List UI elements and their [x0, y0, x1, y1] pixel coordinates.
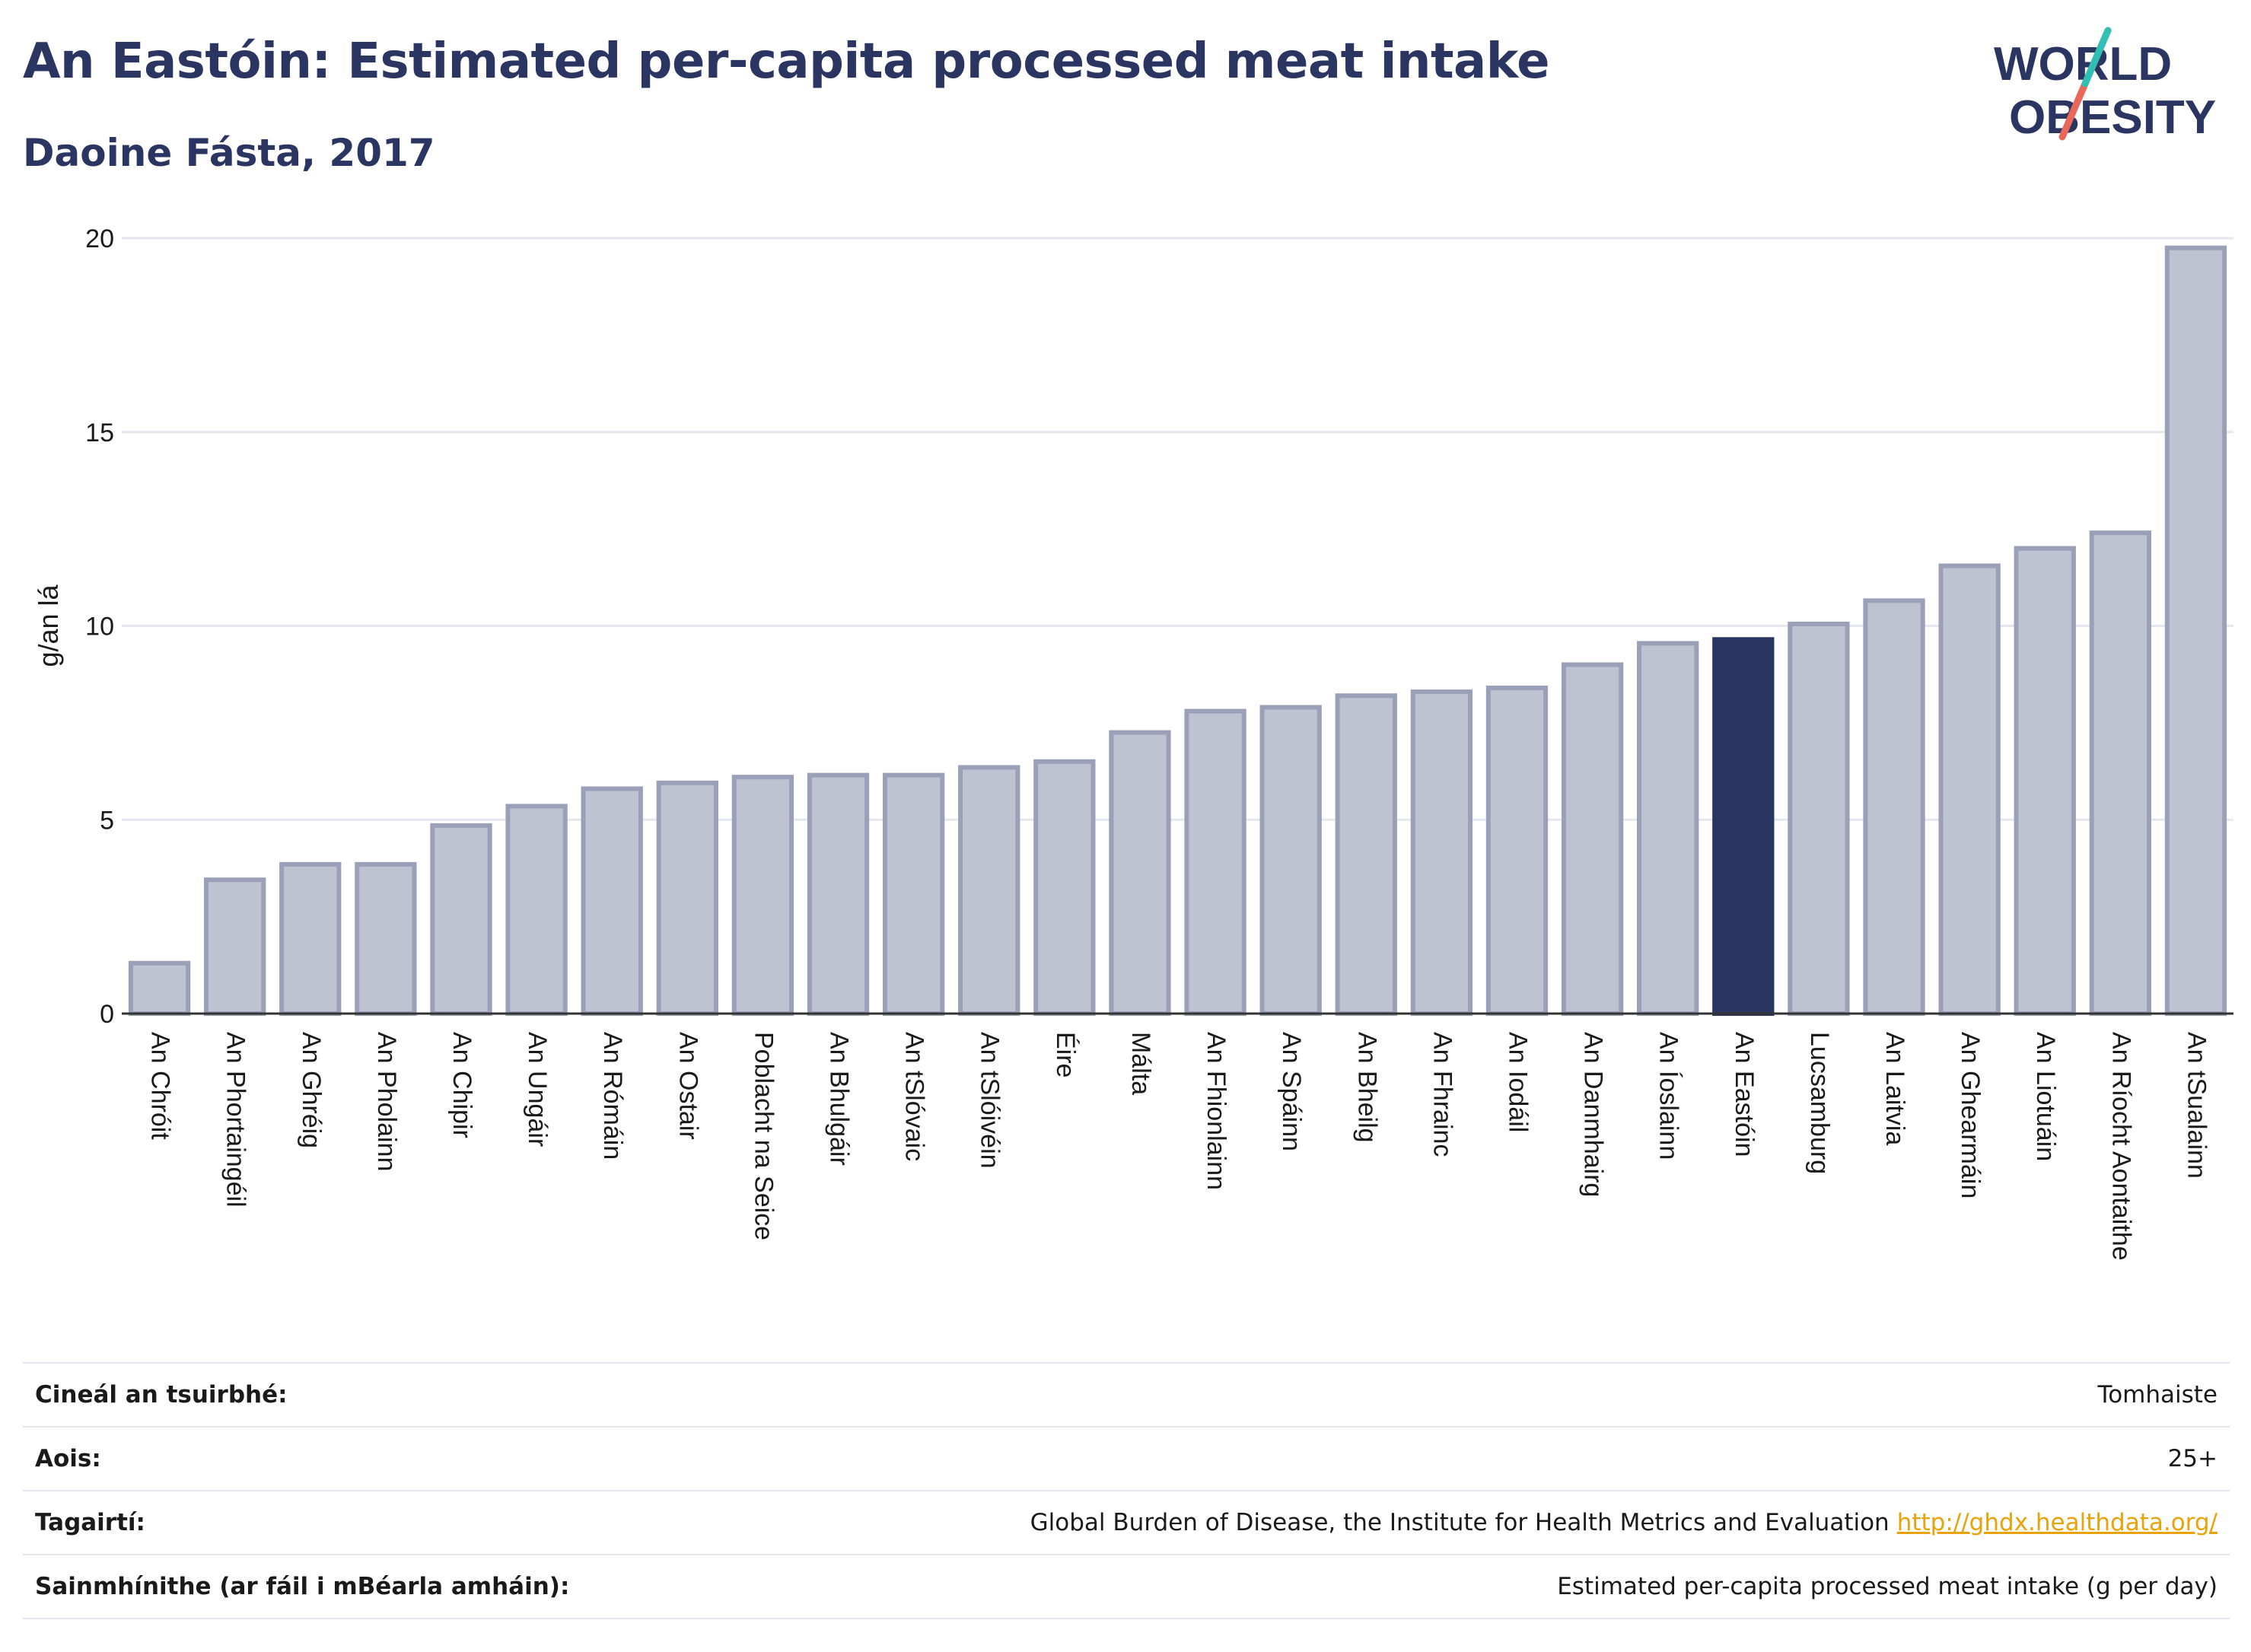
bar	[958, 765, 1020, 1017]
x-tick-label: Poblacht na Seice	[749, 1032, 778, 1240]
x-tick-label: An Chipir	[447, 1032, 476, 1138]
x-tick-label: An Eastóin	[1730, 1032, 1759, 1157]
x-tick-label: An Ostair	[673, 1032, 702, 1140]
x-tick-label: An Ungáir	[523, 1032, 552, 1147]
bar	[2014, 546, 2076, 1016]
x-tick-label: An Pholainn	[372, 1032, 401, 1171]
bar	[204, 877, 266, 1017]
bar	[505, 804, 568, 1016]
bar	[656, 780, 718, 1017]
y-tick-label: 0	[100, 1000, 114, 1029]
x-tick-label: An Bhulgáir	[825, 1032, 854, 1166]
x-tick-label: An Chróit	[146, 1032, 175, 1140]
x-tick-label: An Spáinn	[1277, 1032, 1306, 1151]
x-tick-label: An Bheilg	[1352, 1032, 1381, 1143]
reference-link[interactable]: http://ghdx.healthdata.org/	[1896, 1509, 2218, 1536]
x-tick-label: An Ghréig	[297, 1032, 326, 1148]
x-tick-label: An Laitvia	[1880, 1032, 1909, 1145]
y-tick-label: 15	[85, 419, 114, 447]
meta-row-survey-type: Cineál an tsuirbhé: Tomhaiste	[23, 1362, 2230, 1426]
meta-value: Estimated per-capita processed meat inta…	[1557, 1573, 2218, 1600]
chart-subtitle: Daoine Fásta, 2017	[23, 131, 435, 175]
bar	[128, 960, 191, 1017]
bar	[1485, 686, 1549, 1017]
x-tick-label: An Rómáin	[598, 1032, 627, 1160]
bar	[1788, 621, 1850, 1016]
meta-row-references: Tagairtí: Global Burden of Disease, the …	[23, 1490, 2230, 1554]
x-tick-label: An Íoslainn	[1654, 1032, 1683, 1160]
x-tick-label: Éire	[1051, 1032, 1080, 1077]
logo-line2: OBESITY	[2009, 91, 2216, 144]
meta-row-age: Aois: 25+	[23, 1426, 2230, 1490]
bar	[1109, 730, 1171, 1016]
x-tick-label: An Liotuáin	[2031, 1032, 2060, 1161]
y-tick-label: 20	[85, 224, 114, 253]
x-tick-label: An tSualainn	[2182, 1032, 2211, 1179]
meta-label: Cineál an tsuirbhé:	[35, 1381, 288, 1408]
meta-label: Sainmhínithe (ar fáil i mBéarla amháin):	[35, 1573, 570, 1600]
x-tick-label: An Ríocht Aontaithe	[2106, 1032, 2135, 1261]
meta-row-definitions: Sainmhínithe (ar fáil i mBéarla amháin):…	[23, 1554, 2230, 1619]
meta-label: Aois:	[35, 1445, 101, 1472]
x-tick-label: An Fhrainc	[1428, 1032, 1457, 1157]
meta-label: Tagairtí:	[35, 1509, 145, 1536]
bar	[1712, 637, 1775, 1017]
chart-title: An Eastóin: Estimated per-capita process…	[23, 33, 1549, 90]
bar	[1863, 598, 1925, 1016]
bar	[1561, 662, 1624, 1016]
bar	[430, 823, 492, 1016]
x-tick-label: An tSlóvaic	[900, 1032, 929, 1161]
x-tick-label: An tSlóivéin	[976, 1032, 1005, 1169]
bar	[2089, 530, 2151, 1016]
logo-slash-teal	[2081, 27, 2112, 88]
y-tick-label: 10	[85, 613, 114, 641]
bar	[882, 772, 945, 1016]
bar	[731, 775, 794, 1017]
x-tick-label: An Iodáil	[1503, 1032, 1532, 1132]
x-tick-label: An Fhionlainn	[1202, 1032, 1231, 1190]
bar	[1335, 693, 1397, 1017]
bar	[1033, 759, 1096, 1016]
y-tick-label: 5	[100, 806, 114, 835]
reference-text: Global Burden of Disease, the Institute …	[1030, 1509, 1890, 1536]
x-tick-label: Lucsamburg	[1805, 1032, 1834, 1174]
y-axis-label: g/an lá	[33, 584, 64, 667]
x-tick-label: Málta	[1126, 1032, 1155, 1095]
bar	[1259, 705, 1322, 1016]
bar	[1184, 708, 1246, 1017]
x-tick-label: An Phortaingéil	[221, 1032, 250, 1208]
bar	[2164, 245, 2227, 1016]
bar	[807, 772, 870, 1016]
bar	[279, 861, 342, 1017]
x-tick-label: An Danmhairg	[1579, 1032, 1608, 1197]
bar	[1410, 689, 1473, 1016]
meta-value: Tomhaiste	[2097, 1381, 2218, 1408]
metadata-table: Cineál an tsuirbhé: Tomhaiste Aois: 25+ …	[23, 1362, 2230, 1619]
meta-value: 25+	[2167, 1445, 2218, 1472]
bar	[1637, 641, 1699, 1016]
bar	[581, 786, 643, 1016]
x-tick-label: An Ghearmáin	[1956, 1032, 1985, 1198]
world-obesity-logo: WORLD OBESITY	[1994, 27, 2216, 144]
bar	[1938, 563, 2001, 1016]
bar	[355, 861, 417, 1017]
meta-value-reference: Global Burden of Disease, the Institute …	[1030, 1491, 2218, 1554]
bar-chart: 0 5 10 15 20 g/an lá An Chróit An Phortaingéil A…	[33, 224, 2233, 1261]
